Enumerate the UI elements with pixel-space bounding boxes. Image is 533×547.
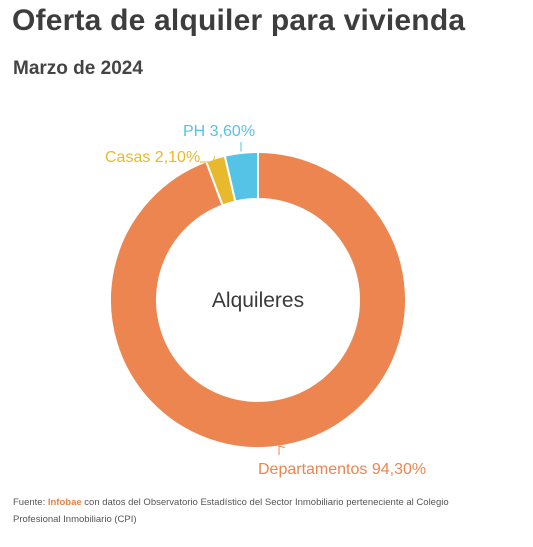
source-text: con datos del Observatorio Estadístico d… xyxy=(13,497,449,525)
slice-label-casas: Casas 2,10% xyxy=(105,149,200,166)
donut-slice-departamentos xyxy=(109,150,407,449)
chart-subtitle: Marzo de 2024 xyxy=(13,58,143,79)
donut-slice-ph xyxy=(223,150,259,203)
slice-label-ph: PH 3,60% xyxy=(183,123,255,140)
leader-line-departamentos xyxy=(278,445,285,455)
leader-line-casas xyxy=(200,156,216,163)
slice-label-departamentos: Departamentos 94,30% xyxy=(258,461,426,478)
source-prefix: Fuente: xyxy=(13,497,48,508)
source-note: Fuente: Infobae con datos del Observator… xyxy=(13,494,493,528)
center-label: Alquileres xyxy=(212,289,304,312)
source-brand: Infobae xyxy=(47,497,82,508)
chart-title: Oferta de alquiler para vivienda xyxy=(12,4,466,37)
